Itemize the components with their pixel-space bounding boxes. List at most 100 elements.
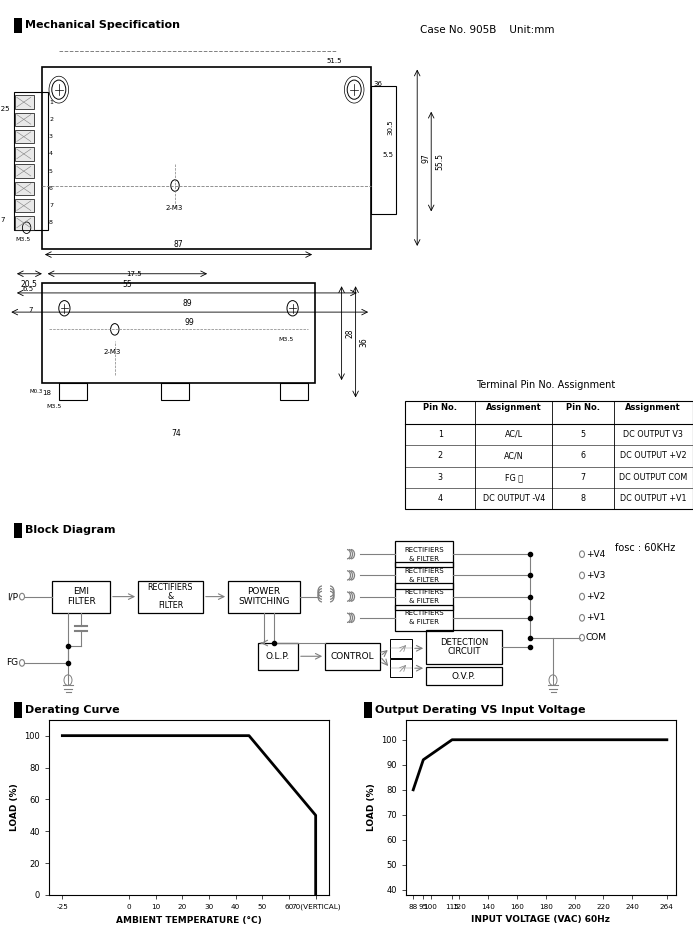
Text: Pin No.: Pin No.	[566, 402, 600, 412]
Bar	[15, 147, 34, 161]
Text: +V1: +V1	[586, 614, 606, 622]
Text: CONTROL: CONTROL	[330, 652, 374, 661]
Text: &: &	[167, 592, 174, 601]
Bar	[15, 130, 34, 143]
Text: 8: 8	[49, 221, 53, 225]
Text: 28: 28	[346, 329, 355, 338]
Text: RECTIFIERS: RECTIFIERS	[404, 610, 444, 616]
Text: DC OUTPUT +V1: DC OUTPUT +V1	[620, 494, 687, 503]
Text: 97: 97	[421, 152, 430, 163]
Bar	[405, 402, 693, 509]
Text: 1: 1	[49, 99, 53, 104]
Text: COM: COM	[586, 634, 607, 642]
Text: Assignment: Assignment	[486, 402, 542, 412]
X-axis label: INPUT VOLTAGE (VAC) 60Hz: INPUT VOLTAGE (VAC) 60Hz	[471, 916, 610, 924]
Text: Case No. 905B    Unit:mm: Case No. 905B Unit:mm	[420, 26, 554, 35]
Text: & FILTER: & FILTER	[409, 619, 439, 625]
Text: Terminal Pin No. Assignment: Terminal Pin No. Assignment	[477, 380, 615, 389]
Text: 2-M3: 2-M3	[165, 205, 183, 211]
Text: 4: 4	[438, 494, 442, 503]
Text: 30.5: 30.5	[388, 119, 394, 134]
Text: FG: FG	[6, 658, 18, 668]
Text: POWER: POWER	[247, 587, 281, 597]
Text: DC OUTPUT V3: DC OUTPUT V3	[624, 430, 683, 438]
Text: AC/N: AC/N	[504, 451, 524, 460]
Text: 3: 3	[49, 134, 53, 139]
Text: SWITCHING: SWITCHING	[238, 597, 290, 606]
Text: 7: 7	[49, 204, 53, 208]
Text: 5: 5	[580, 430, 585, 438]
Text: 36: 36	[360, 337, 369, 347]
Bar	[59, 383, 87, 401]
Text: 99: 99	[185, 318, 195, 327]
Text: DETECTION: DETECTION	[440, 638, 488, 647]
Text: DC OUTPUT +V2: DC OUTPUT +V2	[620, 451, 687, 460]
Text: 5: 5	[49, 169, 53, 173]
Text: 51.5: 51.5	[326, 58, 342, 63]
Text: fosc : 60KHz: fosc : 60KHz	[615, 543, 675, 552]
Text: 6.5: 6.5	[22, 286, 34, 292]
Text: AC/L: AC/L	[505, 430, 523, 438]
Text: DC OUTPUT COM: DC OUTPUT COM	[620, 473, 687, 482]
Bar	[14, 92, 48, 229]
Text: 7: 7	[0, 217, 4, 223]
Bar	[228, 581, 300, 613]
Text: 8: 8	[580, 494, 585, 503]
Text: & FILTER: & FILTER	[409, 599, 439, 604]
Bar	[52, 581, 110, 613]
Bar	[15, 96, 34, 109]
Text: 6: 6	[580, 451, 585, 460]
Text: & FILTER: & FILTER	[409, 577, 439, 583]
Y-axis label: LOAD (%): LOAD (%)	[10, 783, 19, 831]
Bar	[161, 383, 189, 401]
Text: +V2: +V2	[586, 592, 606, 601]
Text: O.V.P.: O.V.P.	[452, 671, 476, 681]
Text: 55.5: 55.5	[435, 153, 444, 170]
Text: 5.5: 5.5	[382, 152, 393, 158]
Bar	[395, 604, 453, 631]
Text: 55: 55	[122, 279, 132, 289]
Text: 36: 36	[374, 80, 383, 87]
Text: Assignment: Assignment	[625, 402, 681, 412]
Text: I/P: I/P	[7, 592, 18, 601]
Text: 4: 4	[49, 152, 53, 156]
Text: RECTIFIERS: RECTIFIERS	[404, 546, 444, 552]
Text: Derating Curve: Derating Curve	[25, 706, 120, 715]
Text: & FILTER: & FILTER	[409, 556, 439, 562]
X-axis label: AMBIENT TEMPERATURE (°C): AMBIENT TEMPERATURE (°C)	[116, 916, 262, 925]
Text: 7: 7	[28, 307, 32, 313]
Bar	[15, 216, 34, 229]
Text: Pin No.: Pin No.	[424, 402, 457, 412]
Y-axis label: LOAD (%): LOAD (%)	[367, 783, 376, 831]
Text: O.L.P.: O.L.P.	[266, 652, 290, 661]
Bar	[395, 583, 453, 610]
Text: FILTER: FILTER	[158, 601, 183, 611]
Text: RECTIFIERS: RECTIFIERS	[148, 582, 193, 592]
Bar	[258, 643, 298, 670]
Bar	[395, 541, 453, 567]
Text: Block Diagram: Block Diagram	[25, 526, 116, 535]
Text: +V4: +V4	[586, 549, 606, 559]
Text: 74: 74	[172, 429, 181, 438]
Text: 2-M3: 2-M3	[104, 349, 121, 355]
Bar	[390, 639, 412, 657]
Text: 17.5: 17.5	[126, 271, 141, 277]
Text: 8.25: 8.25	[0, 106, 10, 112]
Bar	[426, 667, 502, 686]
Text: FILTER: FILTER	[66, 597, 95, 606]
Text: 87: 87	[174, 240, 183, 249]
Text: 18: 18	[42, 389, 51, 396]
Bar	[42, 283, 315, 383]
Bar	[390, 659, 412, 677]
Bar	[325, 643, 380, 670]
Text: 1: 1	[438, 430, 442, 438]
Text: CIRCUIT: CIRCUIT	[447, 647, 481, 656]
Bar	[395, 563, 453, 589]
Text: DC OUTPUT -V4: DC OUTPUT -V4	[482, 494, 545, 503]
Text: RECTIFIERS: RECTIFIERS	[404, 568, 444, 574]
Text: +V3: +V3	[586, 571, 606, 580]
Text: 7: 7	[580, 473, 585, 482]
Bar	[15, 182, 34, 195]
Text: M3.5: M3.5	[279, 337, 294, 342]
Text: 2: 2	[49, 116, 53, 122]
